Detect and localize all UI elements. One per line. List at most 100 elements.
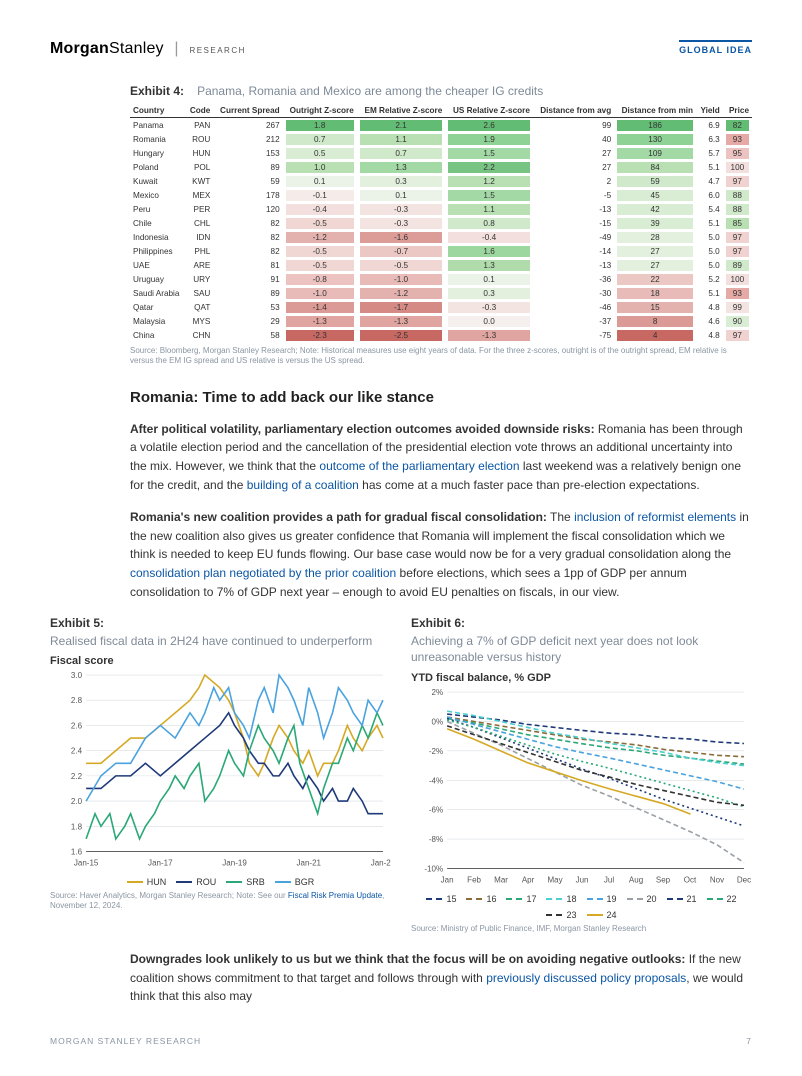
table-cell: 100: [723, 160, 752, 174]
svg-text:Jan-23: Jan-23: [371, 859, 391, 868]
svg-text:-6%: -6%: [429, 806, 443, 815]
table-cell: 1.5: [445, 146, 533, 160]
table-cell: 90: [723, 314, 752, 328]
svg-text:Dec: Dec: [737, 876, 751, 885]
exhibit5-chart: 1.61.82.02.22.42.62.83.0Jan-15Jan-17Jan-…: [50, 669, 391, 870]
legend-item: 16: [466, 894, 496, 904]
table-header-cell: Price: [723, 104, 752, 118]
table-cell: -1.7: [357, 300, 446, 314]
table-cell: -0.3: [357, 202, 446, 216]
table-cell: Philippines: [130, 244, 185, 258]
table-row: ChinaCHN58-2.3-2.5-1.3-7544.897: [130, 328, 752, 342]
svg-text:Jan-15: Jan-15: [74, 859, 99, 868]
table-cell: 88: [723, 188, 752, 202]
table-cell: 1.0: [283, 160, 357, 174]
table-cell: -75: [533, 328, 614, 342]
svg-text:Sep: Sep: [656, 876, 671, 885]
table-cell: -37: [533, 314, 614, 328]
table-row: UruguayURY91-0.8-1.00.1-36225.2100: [130, 272, 752, 286]
table-row: PeruPER120-0.4-0.31.1-13425.488: [130, 202, 752, 216]
table-cell: 58: [213, 328, 282, 342]
table-cell: Hungary: [130, 146, 185, 160]
para3-link-policy[interactable]: previously discussed policy proposals: [486, 971, 686, 985]
table-row: Saudi ArabiaSAU89-1.0-1.20.3-30185.193: [130, 286, 752, 300]
table-cell: Uruguay: [130, 272, 185, 286]
table-cell: 5.7: [696, 146, 723, 160]
table-cell: 88: [723, 202, 752, 216]
table-header-cell: Distance from min: [614, 104, 696, 118]
svg-text:Jan-19: Jan-19: [222, 859, 247, 868]
table-header-cell: Country: [130, 104, 185, 118]
table-cell: 0.3: [445, 286, 533, 300]
table-cell: CHL: [185, 216, 213, 230]
table-cell: 4.7: [696, 174, 723, 188]
svg-text:Aug: Aug: [629, 876, 643, 885]
table-cell: -14: [533, 244, 614, 258]
exhibit5-source-a: Source: Haver Analytics, Morgan Stanley …: [50, 891, 288, 900]
para2-text-a: The: [547, 510, 574, 524]
brand-word-1: Morgan: [50, 40, 109, 57]
main-content: Exhibit 4: Panama, Romania and Mexico ar…: [50, 84, 752, 1046]
table-cell: CHN: [185, 328, 213, 342]
table-cell: -5: [533, 188, 614, 202]
table-cell: 0.1: [445, 272, 533, 286]
table-cell: URY: [185, 272, 213, 286]
table-cell: 5.0: [696, 258, 723, 272]
table-cell: KWT: [185, 174, 213, 188]
table-cell: POL: [185, 160, 213, 174]
table-cell: -0.7: [357, 244, 446, 258]
table-cell: 5.1: [696, 160, 723, 174]
table-cell: 1.9: [445, 132, 533, 146]
table-cell: -0.8: [283, 272, 357, 286]
table-cell: 0.8: [445, 216, 533, 230]
para2-link-consolidation-plan[interactable]: consolidation plan negotiated by the pri…: [130, 566, 396, 580]
table-cell: 53: [213, 300, 282, 314]
exhibit6-source: Source: Ministry of Public Finance, IMF,…: [411, 924, 752, 934]
table-cell: 5.0: [696, 230, 723, 244]
table-row: IndonesiaIDN82-1.2-1.6-0.4-49285.097: [130, 230, 752, 244]
table-cell: 2: [533, 174, 614, 188]
table-cell: 5.1: [696, 286, 723, 300]
exhibit5-source: Source: Haver Analytics, Morgan Stanley …: [50, 891, 391, 912]
table-cell: SAU: [185, 286, 213, 300]
table-cell: China: [130, 328, 185, 342]
para1-link-coalition[interactable]: building of a coalition: [247, 478, 359, 492]
table-cell: 93: [723, 286, 752, 300]
table-cell: 91: [213, 272, 282, 286]
page-header: MorganStanley | RESEARCH GLOBAL IDEA: [50, 40, 752, 58]
table-cell: Peru: [130, 202, 185, 216]
legend-item: 19: [587, 894, 617, 904]
svg-text:3.0: 3.0: [71, 671, 83, 680]
exhibit6-header: Exhibit 6: Achieving a 7% of GDP deficit…: [411, 615, 752, 666]
table-cell: 99: [533, 118, 614, 133]
svg-text:2.8: 2.8: [71, 697, 83, 706]
svg-text:2%: 2%: [432, 688, 444, 697]
table-cell: -1.3: [445, 328, 533, 342]
table-cell: 120: [213, 202, 282, 216]
table-cell: 6.0: [696, 188, 723, 202]
table-cell: 42: [614, 202, 696, 216]
table-row: PanamaPAN2671.82.12.6991866.982: [130, 118, 752, 133]
exhibit4-table: CountryCodeCurrent SpreadOutright Z-scor…: [130, 104, 752, 342]
table-cell: 4.8: [696, 328, 723, 342]
svg-text:2.2: 2.2: [71, 772, 83, 781]
table-cell: -1.4: [283, 300, 357, 314]
table-header-cell: EM Relative Z-score: [357, 104, 446, 118]
table-cell: ARE: [185, 258, 213, 272]
svg-text:2.0: 2.0: [71, 797, 83, 806]
exhibit5-source-link[interactable]: Fiscal Risk Premia Update: [288, 891, 382, 900]
svg-text:Apr: Apr: [522, 876, 535, 885]
para2-link-reformist[interactable]: inclusion of reformist elements: [574, 510, 736, 524]
svg-text:Oct: Oct: [684, 876, 697, 885]
exhibit5-ytitle: Fiscal score: [50, 655, 391, 667]
table-cell: Qatar: [130, 300, 185, 314]
table-cell: -2.5: [357, 328, 446, 342]
table-cell: 84: [614, 160, 696, 174]
para1-link-election-outcome[interactable]: outcome of the parliamentary election: [319, 459, 519, 473]
exhibit6-column: Exhibit 6: Achieving a 7% of GDP deficit…: [411, 615, 752, 934]
svg-text:Jan-21: Jan-21: [296, 859, 321, 868]
table-cell: 6.3: [696, 132, 723, 146]
exhibit6-chart: -10%-8%-6%-4%-2%0%2%JanFebMarAprMayJunJu…: [411, 686, 752, 887]
brand-research-label: RESEARCH: [189, 46, 245, 55]
svg-text:2.4: 2.4: [71, 747, 83, 756]
